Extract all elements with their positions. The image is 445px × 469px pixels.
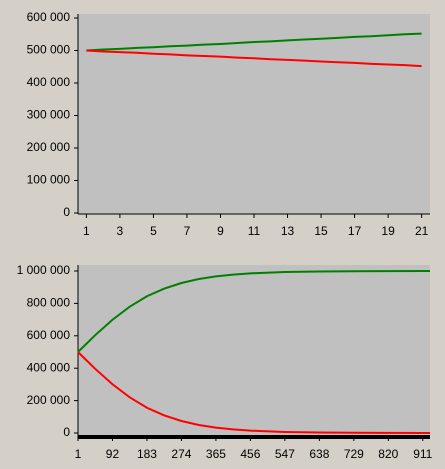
- data-line: [77, 351, 430, 434]
- x-tick-label: 729: [344, 447, 364, 461]
- data-line: [86, 32, 422, 52]
- x-tick-label: 365: [206, 447, 226, 461]
- y-tick-label: 200 000: [27, 140, 71, 154]
- plot-background: [78, 14, 430, 214]
- x-tick-label: 15: [314, 224, 328, 238]
- x-tick-label: 21: [415, 224, 429, 238]
- x-tick-label: 7: [184, 224, 191, 238]
- y-tick-label: 0: [63, 205, 70, 219]
- x-tick-label: 1: [83, 224, 90, 238]
- x-tick-label: 92: [106, 447, 120, 461]
- x-tick-label: 456: [240, 447, 260, 461]
- x-tick-label: 638: [309, 447, 329, 461]
- x-tick-label: 1: [75, 447, 82, 461]
- x-tick-label: 13: [281, 224, 295, 238]
- x-tick-label: 5: [150, 224, 157, 238]
- x-tick-label: 911: [413, 447, 432, 461]
- x-tick-label: 9: [217, 224, 224, 238]
- y-tick-label: 1 000 000: [17, 263, 71, 277]
- x-tick-label: 820: [378, 447, 398, 461]
- data-line: [77, 270, 430, 353]
- y-tick-label: 600 000: [27, 10, 71, 24]
- x-tick-label: 183: [137, 447, 157, 461]
- x-tick-label: 547: [275, 447, 295, 461]
- y-tick-label: 300 000: [27, 108, 71, 122]
- x-tick-label: 274: [171, 447, 191, 461]
- x-tick-label: 3: [117, 224, 124, 238]
- y-tick-label: 400 000: [27, 75, 71, 89]
- y-tick-label: 500 000: [27, 43, 71, 57]
- x-tick-label: 17: [348, 224, 362, 238]
- data-line: [86, 49, 422, 68]
- y-tick-label: 600 000: [27, 328, 71, 342]
- y-tick-label: 200 000: [27, 393, 71, 407]
- plot-background: [78, 265, 430, 437]
- y-tick-label: 100 000: [27, 173, 71, 187]
- y-tick-label: 400 000: [27, 360, 71, 374]
- y-tick-label: 800 000: [27, 296, 71, 310]
- x-tick-label: 11: [248, 224, 261, 238]
- x-tick-label: 19: [381, 224, 395, 238]
- y-tick-label: 0: [63, 425, 70, 439]
